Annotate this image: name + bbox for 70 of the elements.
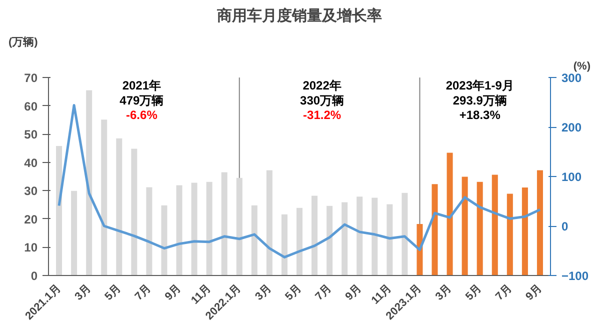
- x-tick-label: 7月: [313, 282, 334, 303]
- bar: [386, 204, 393, 276]
- bar: [251, 205, 258, 276]
- y2-tick-label: 100: [562, 170, 582, 184]
- x-tick-label: 7月: [132, 282, 154, 303]
- bar: [506, 194, 513, 276]
- annotation: -31.2%: [303, 108, 342, 122]
- y-axis-title: (万辆): [8, 36, 38, 48]
- bar: [56, 146, 62, 276]
- bar: [71, 190, 78, 276]
- y2-tick-label: −100: [562, 269, 589, 283]
- bar: [101, 120, 108, 276]
- x-tick-label: 5月: [102, 282, 124, 303]
- x-tick-label: 9月: [524, 282, 544, 303]
- y2-axis-title: (%): [573, 60, 591, 72]
- x-tick-label: 9月: [162, 282, 184, 303]
- bar: [176, 185, 182, 276]
- bar: [446, 152, 453, 276]
- y-tick-label: 40: [24, 156, 38, 170]
- bar: [356, 196, 363, 276]
- bar: [146, 187, 152, 276]
- bar: [492, 174, 498, 276]
- bar: [402, 192, 408, 276]
- bar: [161, 205, 168, 276]
- annotation: 2023年1-9月: [446, 78, 514, 92]
- bar: [432, 184, 438, 276]
- annotation: 479万辆: [120, 93, 164, 108]
- annotation: 293.9万辆: [452, 93, 507, 108]
- y-tick-label: 60: [24, 99, 38, 114]
- x-tick-label: 3月: [72, 282, 94, 303]
- x-tick-label: 3月: [253, 282, 274, 303]
- bar: [131, 148, 138, 276]
- bar: [281, 214, 288, 276]
- bar: [312, 196, 318, 276]
- y2-tick-label: 200: [562, 120, 582, 134]
- bar: [236, 178, 242, 276]
- y-tick-label: 30: [24, 184, 38, 198]
- x-tick-label: 7月: [494, 282, 514, 303]
- bar: [266, 170, 272, 276]
- bar: [206, 182, 212, 276]
- annotation: -6.6%: [126, 108, 158, 122]
- y-tick-label: 70: [24, 71, 38, 85]
- annotation: 2022年: [302, 78, 342, 92]
- y2-tick-label: 0: [562, 220, 568, 234]
- annotation: 2021年: [122, 78, 162, 92]
- bar: [536, 170, 543, 276]
- bar: [342, 202, 348, 276]
- annotation: +18.3%: [459, 108, 501, 122]
- bar: [326, 206, 333, 276]
- bar: [462, 176, 468, 276]
- y-tick-label: 0: [30, 269, 38, 283]
- bar: [372, 198, 378, 276]
- y-tick-label: 10: [24, 240, 38, 255]
- y2-tick-label: 300: [562, 71, 582, 85]
- bar: [296, 208, 303, 276]
- bar: [221, 172, 228, 276]
- bar: [191, 182, 198, 276]
- chart-title: 商用车月度销量及增长率: [216, 6, 382, 24]
- annotation: 330万辆: [300, 93, 344, 108]
- y-tick-label: 20: [24, 212, 38, 226]
- x-tick-label: 5月: [283, 282, 304, 303]
- y-tick-label: 50: [24, 128, 38, 142]
- bar: [86, 90, 92, 276]
- bar: [476, 182, 483, 276]
- bar: [416, 224, 423, 276]
- x-tick-label: 3月: [433, 282, 454, 303]
- bar: [116, 138, 122, 276]
- bar: [522, 188, 528, 276]
- x-tick-label: 9月: [343, 282, 364, 303]
- x-tick-label: 5月: [464, 282, 484, 303]
